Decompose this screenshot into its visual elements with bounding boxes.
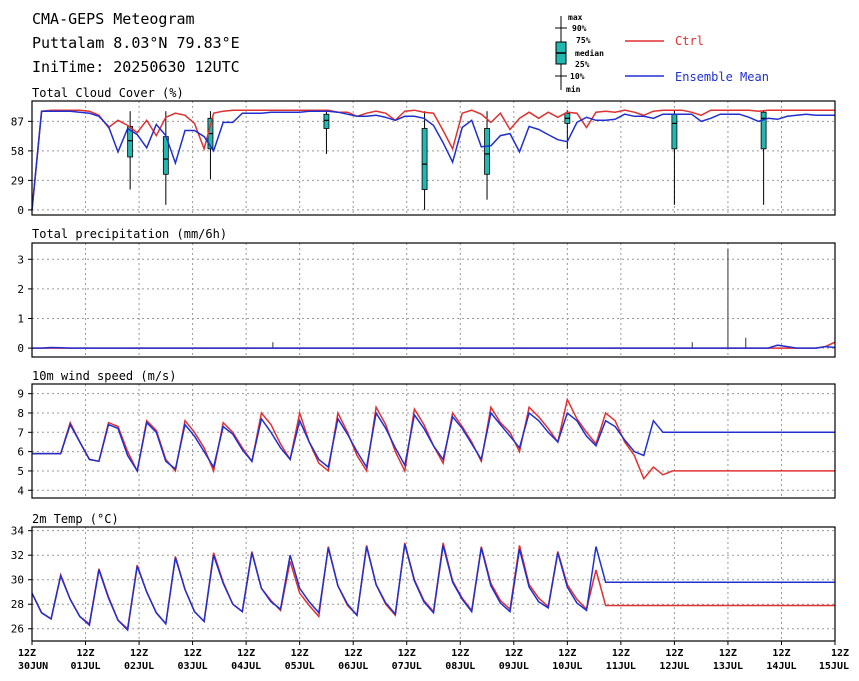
box-mark	[323, 113, 330, 129]
x-tick-date: 06JUL	[338, 661, 368, 672]
panel-frame	[31, 100, 836, 216]
y-tick-label: 32	[11, 549, 24, 562]
box-mark	[671, 113, 678, 150]
x-tick-date: 10JUL	[552, 661, 582, 672]
panel-2: 10m wind speed (m/s) 4 5 6 7 8 9	[17, 369, 836, 499]
y-tick-label: 28	[11, 598, 24, 611]
box-mark	[484, 128, 490, 175]
x-tick-date: 07JUL	[392, 661, 422, 672]
y-tick-label: 29	[11, 174, 24, 187]
panel-title: Total precipitation (mm/6h)	[32, 227, 227, 241]
init-time-label: IniTime: 20250630 12UTC	[32, 58, 240, 76]
box-legend-p25: 25%	[575, 60, 590, 69]
x-tick-date: 05JUL	[285, 661, 315, 672]
legend-ctrl-label: Ctrl	[675, 34, 704, 48]
panel-title: Total Cloud Cover (%)	[32, 86, 184, 100]
x-tick-hour: 12Z	[505, 648, 523, 659]
panel-1: Total precipitation (mm/6h) 0 1 2 3	[17, 227, 836, 358]
x-tick-hour: 12Z	[344, 648, 362, 659]
x-tick-date: 09JUL	[499, 661, 529, 672]
y-tick-label: 6	[17, 446, 24, 459]
y-tick-label: 4	[17, 484, 24, 497]
panel-frame	[31, 526, 836, 642]
x-tick-date: 01JUL	[70, 661, 100, 672]
x-tick-date: 04JUL	[231, 661, 261, 672]
y-tick-label: 26	[11, 623, 24, 636]
y-tick-label: 0	[17, 342, 24, 355]
x-tick-hour: 12Z	[18, 648, 36, 659]
box-mark	[760, 111, 767, 150]
panel-title: 2m Temp (°C)	[32, 512, 119, 526]
x-tick-hour: 12Z	[612, 648, 630, 659]
panel-3: 2m Temp (°C) 26 28 30 32 34	[11, 512, 836, 642]
x-tick-hour: 12Z	[719, 648, 737, 659]
chart-title: CMA-GEPS Meteogram	[32, 10, 195, 28]
box-legend: max 90% 75% median 25% 10% min	[555, 13, 604, 94]
line-legend: Ctrl Ensemble Mean	[625, 34, 769, 84]
series-line-mean	[32, 410, 835, 473]
y-tick-label: 7	[17, 426, 24, 439]
y-tick-label: 5	[17, 465, 24, 478]
box-legend-p75: 75%	[576, 36, 591, 45]
x-tick-hour: 12Z	[665, 648, 683, 659]
x-tick-hour: 12Z	[291, 648, 309, 659]
x-tick-date: 15JUL	[819, 661, 849, 672]
x-tick-hour: 12Z	[130, 648, 148, 659]
x-tick-hour: 12Z	[451, 648, 469, 659]
x-tick-hour: 12Z	[77, 648, 95, 659]
x-tick-date: 13JUL	[713, 661, 743, 672]
y-tick-label: 3	[17, 253, 24, 266]
y-tick-label: 0	[17, 204, 24, 217]
box-legend-p90: 90%	[572, 24, 587, 33]
x-tick-hour: 12Z	[237, 648, 255, 659]
x-axis: 12Z 30JUN 12Z 01JUL 12Z 02JUL 12Z 03JUL 12Z 04JUL…	[18, 641, 849, 672]
y-tick-label: 58	[11, 145, 24, 158]
x-tick-hour: 12Z	[398, 648, 416, 659]
x-tick-hour: 12Z	[772, 648, 790, 659]
y-tick-label: 8	[17, 407, 24, 420]
box-mark	[421, 128, 428, 190]
box-legend-median: median	[575, 48, 604, 58]
x-tick-date: 30JUN	[18, 661, 48, 672]
series-line-ctrl	[32, 341, 836, 349]
series-line-ctrl	[32, 397, 835, 481]
box-legend-max: max	[568, 13, 583, 22]
x-tick-hour: 12Z	[558, 648, 576, 659]
x-tick-hour: 12Z	[831, 648, 849, 659]
series-line-mean	[31, 544, 835, 632]
y-tick-label: 34	[11, 525, 25, 538]
panel-frame	[31, 383, 836, 499]
y-tick-label: 9	[17, 388, 24, 401]
legend-mean-label: Ensemble Mean	[675, 70, 769, 84]
x-tick-date: 12JUL	[659, 661, 689, 672]
y-tick-label: 2	[17, 283, 24, 296]
series-line-ctrl	[31, 109, 835, 210]
x-tick-date: 02JUL	[124, 661, 154, 672]
x-tick-date: 03JUL	[178, 661, 208, 672]
box-legend-p10: 10%	[570, 72, 585, 81]
series-line-mean	[31, 110, 835, 210]
x-tick-date: 08JUL	[445, 661, 475, 672]
location-label: Puttalam 8.03°N 79.83°E	[32, 34, 240, 52]
y-tick-label: 30	[11, 574, 24, 587]
box-legend-min: min	[566, 84, 581, 94]
panel-0: Total Cloud Cover (%) 0 29 58 87	[11, 86, 836, 217]
y-tick-label: 87	[11, 115, 24, 128]
x-tick-date: 11JUL	[606, 661, 636, 672]
series-line-ctrl	[31, 542, 835, 631]
panel-title: 10m wind speed (m/s)	[32, 369, 177, 383]
x-tick-hour: 12Z	[184, 648, 202, 659]
series-line-mean	[32, 344, 836, 349]
y-tick-label: 1	[17, 313, 24, 326]
x-tick-date: 14JUL	[766, 661, 796, 672]
panel-frame	[31, 242, 836, 358]
